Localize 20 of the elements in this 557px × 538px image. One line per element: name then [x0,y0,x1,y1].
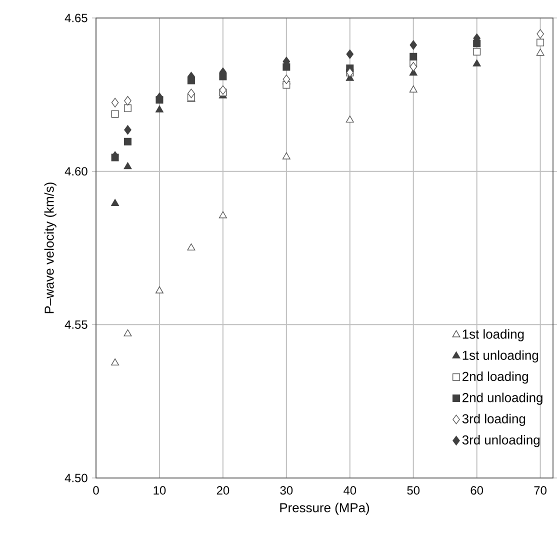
x-tick-label: 60 [470,486,484,495]
legend-label: 2nd unloading [462,392,542,405]
y-tick-label: 4.50 [64,474,88,482]
legend-label: 2nd loading [462,372,528,384]
legend-label: 3rd loading [462,414,526,426]
y-tick-label: 4.55 [64,320,88,329]
y-tick-label: 4.60 [64,167,88,176]
legend-label: 3rd unloading [462,435,540,448]
x-tick-label: 70 [534,486,546,495]
x-tick-label: 0 [93,486,99,495]
x-tick-label: 40 [344,486,356,495]
x-tick-label: 20 [216,486,230,495]
x-tick-label: 30 [280,486,293,495]
legend-label: 1st loading [462,329,524,342]
legend-label: 1st unloading [462,350,538,362]
y-tick-label: 4.65 [64,14,88,22]
x-tick-label: 10 [154,486,166,495]
y-axis-title: P–wave velocity (km/s) [44,182,56,314]
x-axis-title: Pressure (MPa) [280,502,370,515]
x-tick-label: 50 [407,486,420,495]
